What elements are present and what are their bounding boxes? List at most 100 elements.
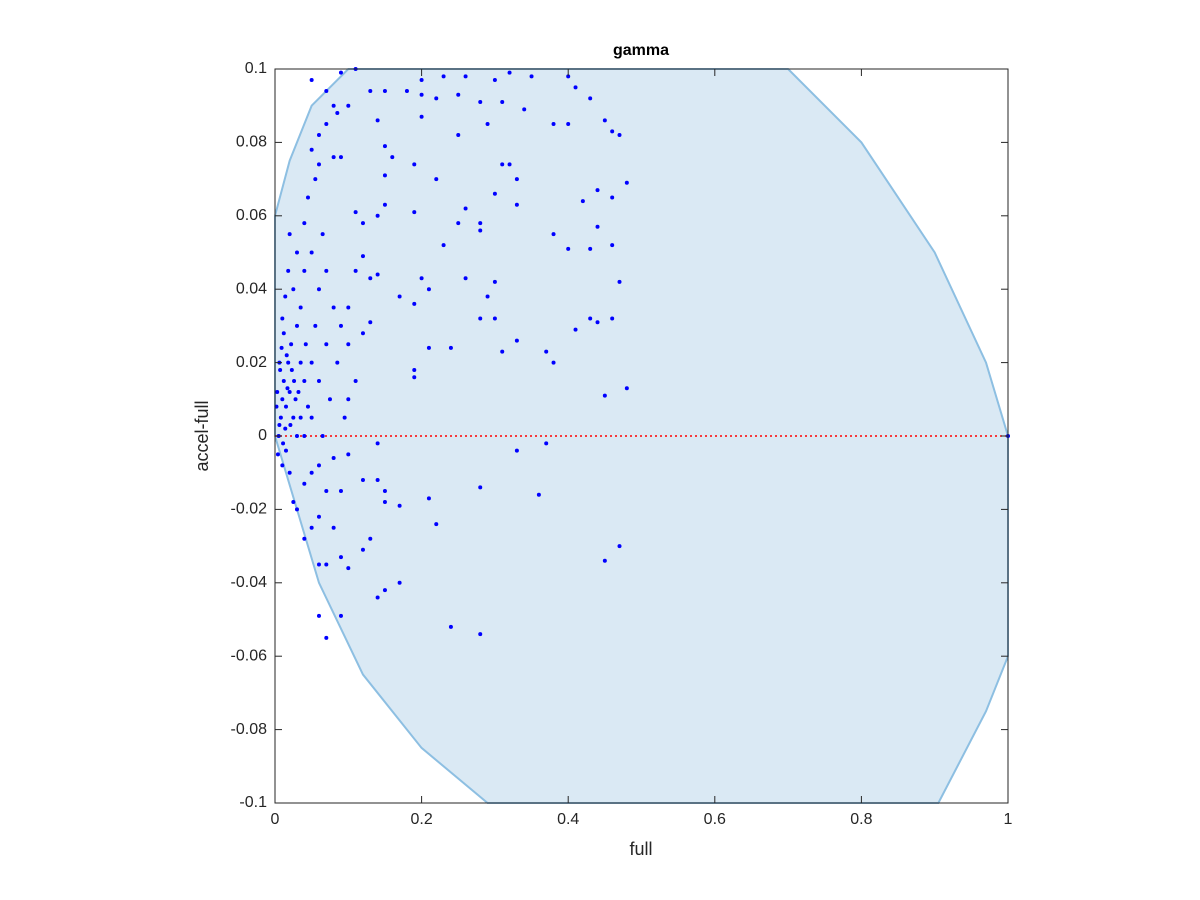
point <box>313 177 318 182</box>
point <box>360 331 365 336</box>
y-tick-label: 0.06 <box>236 207 267 224</box>
point <box>426 287 431 292</box>
point <box>281 441 286 446</box>
point <box>298 415 303 420</box>
point <box>280 397 285 402</box>
point <box>294 507 299 512</box>
point <box>331 305 336 310</box>
y-tick-label: -0.06 <box>231 647 268 664</box>
point <box>285 386 290 391</box>
point <box>551 122 556 127</box>
point <box>419 114 424 119</box>
point <box>375 478 380 483</box>
point <box>610 243 615 248</box>
point <box>286 360 291 365</box>
point <box>298 360 303 365</box>
point <box>426 496 431 501</box>
point <box>278 367 283 372</box>
point <box>302 434 307 438</box>
point <box>302 268 307 273</box>
point <box>275 389 280 394</box>
point <box>283 448 288 453</box>
y-tick-label: 0.1 <box>245 60 267 77</box>
point <box>404 89 409 94</box>
point <box>412 162 417 167</box>
point <box>291 287 296 292</box>
point <box>536 492 541 497</box>
point <box>595 188 600 193</box>
point <box>566 122 571 127</box>
y-axis-label: accel-full <box>192 400 212 471</box>
point <box>448 345 453 350</box>
point <box>287 232 292 237</box>
point <box>309 250 314 255</box>
point <box>360 478 365 483</box>
point <box>478 100 483 105</box>
point <box>610 316 615 321</box>
point <box>320 232 325 237</box>
point <box>302 536 307 541</box>
point <box>441 243 446 248</box>
y-tick-label: -0.02 <box>231 501 268 518</box>
point <box>324 89 329 94</box>
point <box>448 624 453 629</box>
point <box>382 202 387 207</box>
point <box>298 305 303 310</box>
point <box>294 323 299 328</box>
point <box>382 588 387 593</box>
point <box>327 397 332 402</box>
point <box>324 635 329 640</box>
point <box>305 404 310 409</box>
point <box>316 287 321 292</box>
point <box>338 323 343 328</box>
point <box>368 320 373 325</box>
chart-title: gamma <box>613 42 669 59</box>
y-tick-label: -0.08 <box>231 721 268 738</box>
point <box>617 133 622 138</box>
point <box>551 232 556 237</box>
point <box>580 199 585 204</box>
point <box>346 305 351 310</box>
point <box>602 393 607 398</box>
point <box>281 331 286 336</box>
point <box>302 481 307 486</box>
point <box>324 268 329 273</box>
point <box>324 489 329 494</box>
point <box>346 452 351 457</box>
point <box>375 118 380 123</box>
point <box>338 155 343 160</box>
point <box>434 522 439 527</box>
point <box>500 100 505 105</box>
point <box>500 162 505 167</box>
point <box>275 452 280 457</box>
point <box>382 89 387 94</box>
point <box>610 195 615 200</box>
point <box>624 180 629 185</box>
point <box>610 129 615 134</box>
point <box>602 118 607 123</box>
point <box>320 434 325 438</box>
y-tick-label: -0.04 <box>231 574 268 591</box>
y-tick-label: -0.1 <box>239 794 267 811</box>
point <box>313 323 318 328</box>
point <box>412 301 417 306</box>
point <box>316 562 321 567</box>
point <box>309 525 314 530</box>
point <box>382 173 387 178</box>
point <box>324 122 329 127</box>
point <box>309 147 314 152</box>
point <box>287 389 292 394</box>
point <box>303 342 308 347</box>
point <box>617 279 622 284</box>
point <box>316 378 321 383</box>
point <box>331 155 336 160</box>
point <box>485 294 490 299</box>
point <box>507 70 512 75</box>
point <box>566 74 571 79</box>
point <box>478 228 483 233</box>
point <box>294 250 299 255</box>
point <box>316 514 321 519</box>
point <box>291 415 296 420</box>
point <box>316 162 321 167</box>
point <box>331 525 336 530</box>
